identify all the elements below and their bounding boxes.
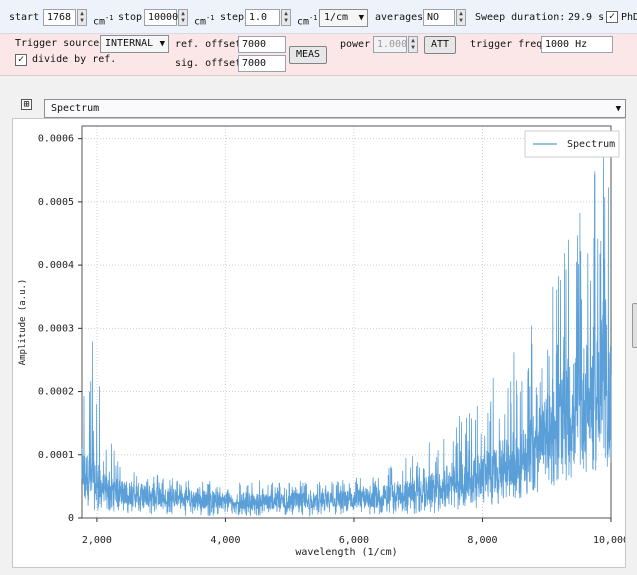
x-tick-label: 2,000 bbox=[82, 535, 112, 546]
trigger-freq-label: trigger freq bbox=[470, 39, 543, 50]
averages-label: averages bbox=[375, 12, 424, 23]
step-label: step bbox=[220, 12, 245, 23]
plot-box bbox=[81, 125, 612, 519]
legend-label: Spectrum bbox=[567, 139, 615, 150]
averages-spinner[interactable]: ▲ ▼ bbox=[456, 9, 466, 26]
y-tick-label: 0.0001 bbox=[38, 450, 74, 461]
spectrum-series-line bbox=[81, 147, 612, 517]
sweep-duration-label: Sweep duration: bbox=[475, 12, 566, 23]
step-field[interactable]: 1.0 bbox=[245, 9, 280, 26]
x-tick-label: 8,000 bbox=[467, 535, 497, 546]
y-tick-label: 0.0005 bbox=[38, 197, 74, 208]
chevron-down-icon: ▼ bbox=[159, 39, 165, 49]
expand-icon[interactable]: ⊞ bbox=[21, 99, 32, 110]
x-tick-label: 4,000 bbox=[210, 535, 240, 546]
divide-by-ref-checkbox[interactable]: ✓ bbox=[15, 54, 27, 66]
start-spinner[interactable]: ▲ ▼ bbox=[77, 9, 87, 26]
trigger-source-value: INTERNAL bbox=[105, 38, 154, 49]
splitter-handle[interactable] bbox=[632, 303, 637, 348]
trigger-toolbar: Trigger source INTERNAL ▼ ✓ divide by re… bbox=[0, 34, 637, 76]
plot-select-value: Spectrum bbox=[51, 103, 100, 114]
y-tick-label: 0.0004 bbox=[38, 260, 74, 271]
sig-offset-field[interactable]: 7000 bbox=[238, 55, 286, 72]
y-tick-label: 0 bbox=[68, 513, 74, 524]
power-label: power bbox=[340, 39, 371, 50]
plot-select[interactable]: Spectrum ▼ bbox=[44, 99, 626, 118]
chevron-down-icon: ▼ bbox=[358, 13, 364, 23]
x-tick-label: 10,000 bbox=[593, 535, 625, 546]
sweep-toolbar: start 1768 ▲ ▼ cm-1 stop 10000 ▲ ▼ cm-1 st… bbox=[0, 0, 637, 34]
sig-offset-label: sig. offset bbox=[175, 58, 242, 69]
trigger-source-label: Trigger source bbox=[15, 38, 100, 49]
stop-unit: cm-1 bbox=[194, 14, 215, 28]
start-label: start bbox=[9, 12, 40, 23]
power-spinner[interactable]: ▲ ▼ bbox=[408, 36, 418, 53]
power-field[interactable]: 1.000 bbox=[373, 36, 407, 53]
ref-offset-field[interactable]: 7000 bbox=[238, 36, 286, 53]
trigger-freq-field[interactable]: 1000 Hz bbox=[541, 36, 613, 53]
spectrum-chart: 2,000 4,000 6,000 8,000 10,000 0 0.0001 0.0002 0… bbox=[18, 125, 629, 558]
unit-select-value: 1/cm bbox=[324, 12, 349, 23]
phd-label: PhD bbox=[621, 12, 637, 23]
step-spinner[interactable]: ▲ ▼ bbox=[281, 9, 291, 26]
y-axis-label: Amplitude (a.u.) bbox=[18, 279, 28, 366]
x-tick-label: 6,000 bbox=[339, 535, 369, 546]
trigger-source-select[interactable]: INTERNAL ▼ bbox=[100, 35, 169, 53]
meas-button[interactable]: MEAS bbox=[289, 46, 327, 64]
plot-area: 2,000 4,000 6,000 8,000 10,000 0 0.0001 0.0002 0… bbox=[12, 118, 629, 568]
averages-field[interactable]: NO bbox=[423, 9, 455, 26]
ref-offset-label: ref. offset bbox=[175, 39, 242, 50]
chevron-down-icon: ▼ bbox=[615, 104, 621, 114]
y-tick-label: 0.0002 bbox=[38, 387, 74, 398]
phd-checkbox[interactable]: ✓ bbox=[606, 11, 618, 23]
att-button[interactable]: ATT bbox=[424, 36, 456, 54]
start-unit: cm-1 bbox=[93, 14, 114, 28]
step-unit: cm-1 bbox=[297, 14, 318, 28]
stop-field[interactable]: 10000 bbox=[144, 9, 178, 26]
stop-spinner[interactable]: ▲ ▼ bbox=[178, 9, 188, 26]
sweep-duration-value: 29.9 s bbox=[568, 12, 605, 23]
start-field[interactable]: 1768 bbox=[43, 9, 76, 26]
divide-by-ref-label: divide by ref. bbox=[32, 54, 117, 65]
y-tick-label: 0.0003 bbox=[38, 323, 74, 334]
y-tick-label: 0.0006 bbox=[38, 134, 74, 145]
unit-select[interactable]: 1/cm ▼ bbox=[319, 9, 368, 27]
x-axis-label: wavelength (1/cm) bbox=[295, 547, 397, 558]
stop-label: stop bbox=[118, 12, 143, 23]
